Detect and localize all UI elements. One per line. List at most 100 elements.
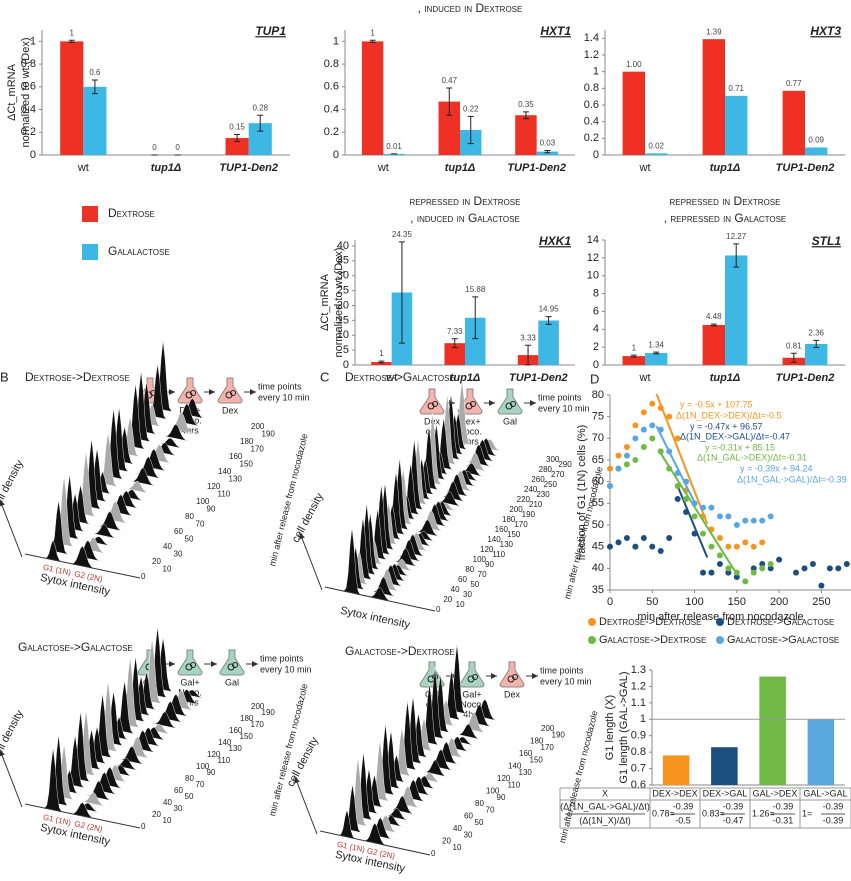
y-tick-label: 0.8 bbox=[631, 746, 646, 758]
time-tick-label: 50 bbox=[185, 792, 194, 801]
y-tick-label: 0 bbox=[333, 149, 339, 161]
time-tick-label: 50 bbox=[470, 580, 479, 589]
point bbox=[793, 569, 800, 576]
value-label: 7.33 bbox=[447, 327, 463, 336]
time-tick-label: 170 bbox=[541, 743, 555, 752]
time-tick-label: 100 bbox=[196, 762, 210, 771]
time-tick-label: 180 bbox=[502, 515, 516, 524]
note: every 10 min bbox=[538, 403, 590, 413]
step-label: Dex bbox=[504, 689, 521, 699]
time-tick-label: 110 bbox=[508, 780, 521, 789]
time-tick-label: 190 bbox=[262, 708, 276, 717]
point bbox=[725, 569, 732, 576]
legend-marker bbox=[716, 636, 724, 644]
time-tick-label: 140 bbox=[218, 738, 232, 747]
x-tick-label: 200 bbox=[770, 596, 788, 608]
note: every 10 min bbox=[540, 676, 592, 686]
time-tick-label: 160 bbox=[229, 726, 243, 735]
flask bbox=[419, 388, 445, 415]
fit-equation: y = -0.47x + 96.57 bbox=[690, 421, 763, 431]
step-label: Noco. bbox=[458, 426, 482, 436]
step-label: Dex bbox=[222, 405, 239, 415]
point bbox=[759, 517, 766, 524]
top-header: , induced in Dextrose bbox=[418, 1, 523, 15]
time-tick-label: 250 bbox=[544, 480, 558, 489]
bar bbox=[702, 39, 725, 155]
time-tick-label: 60 bbox=[458, 575, 467, 584]
time-tick-label: 200 bbox=[251, 702, 265, 711]
error-bar bbox=[234, 134, 241, 142]
time-tick-label: 20 bbox=[152, 557, 161, 566]
value-label: 1 bbox=[632, 343, 637, 352]
time-tick-label: 210 bbox=[529, 500, 543, 509]
legend-swatch bbox=[82, 244, 98, 260]
step-label: Gal+ bbox=[180, 677, 199, 687]
y-tick-label: 0.6 bbox=[584, 99, 599, 111]
point bbox=[700, 569, 707, 576]
point bbox=[776, 556, 783, 563]
time-tick-label: 200 bbox=[541, 724, 555, 733]
point bbox=[843, 561, 850, 567]
table-header: GAL->GAL bbox=[803, 788, 847, 798]
y-tick-label: 1.4 bbox=[584, 32, 599, 44]
time-tick-label: 110 bbox=[218, 756, 231, 765]
bar bbox=[538, 320, 559, 365]
value-label: 1.39 bbox=[706, 27, 722, 36]
x-tick-label: 50 bbox=[646, 596, 658, 608]
flask bbox=[217, 377, 243, 404]
point bbox=[657, 548, 664, 554]
bar bbox=[805, 147, 828, 155]
axis bbox=[324, 586, 436, 612]
table-header: DEX->GAL bbox=[703, 788, 748, 798]
point bbox=[716, 561, 723, 567]
time-tick-label: 50 bbox=[475, 818, 484, 827]
x-tick-label: tup1Δ bbox=[710, 372, 741, 384]
axis bbox=[294, 776, 318, 835]
time-tick-label: 90 bbox=[207, 505, 216, 514]
time-tick-label: 60 bbox=[174, 527, 183, 536]
time-tick-label: 150 bbox=[240, 460, 254, 469]
bar bbox=[225, 137, 249, 155]
y-tick-label: 35 bbox=[592, 584, 604, 596]
value-label: 0.47 bbox=[441, 76, 457, 85]
cell-numerator: -0.39 bbox=[773, 801, 794, 811]
axis bbox=[0, 749, 23, 808]
time-tick-label: 120 bbox=[497, 774, 511, 783]
time-tick-label: 30 bbox=[464, 830, 473, 839]
time-tick-label: 260 bbox=[531, 475, 545, 484]
fit-rate: Δ(1N_GAL->DEX)/Δt=-0.31 bbox=[697, 452, 807, 462]
note: time points bbox=[260, 653, 304, 663]
chart-subtitle: repressed in Dextrose bbox=[670, 194, 781, 208]
point bbox=[666, 413, 673, 420]
value-label: 0.35 bbox=[518, 100, 534, 109]
flask bbox=[497, 388, 523, 415]
x-tick-label: 250 bbox=[812, 596, 830, 608]
cell-numerator: -0.39 bbox=[673, 801, 694, 811]
time-tick-label: 200 bbox=[251, 422, 265, 431]
time-tick-label: 30 bbox=[463, 590, 472, 599]
value-label: 0.77 bbox=[786, 79, 802, 88]
row-label: (Δ(1N_X)/Δt) bbox=[579, 815, 631, 825]
point bbox=[623, 535, 630, 541]
point bbox=[809, 561, 816, 567]
error-bar bbox=[544, 149, 551, 154]
value-label: 0.01 bbox=[386, 142, 402, 151]
bar bbox=[515, 115, 537, 155]
y-tick-label: 20 bbox=[337, 299, 349, 311]
time-tick-label: 0 bbox=[141, 822, 146, 831]
cell bbox=[232, 662, 238, 668]
note: time points bbox=[538, 392, 582, 402]
cell-result: 0.83= bbox=[702, 808, 725, 818]
bar bbox=[361, 41, 384, 156]
value-label: 0.15 bbox=[229, 123, 245, 132]
bar bbox=[622, 71, 645, 155]
bar bbox=[645, 353, 668, 365]
time-tick-label: 40 bbox=[453, 824, 462, 833]
x-tick-label: 0 bbox=[607, 596, 613, 608]
time-tick-label: 140 bbox=[508, 762, 522, 771]
bar bbox=[248, 123, 272, 155]
value-label: 24.35 bbox=[392, 230, 413, 239]
time-tick-label: 180 bbox=[240, 714, 254, 723]
point bbox=[759, 565, 766, 572]
y-tick-label: 40 bbox=[337, 240, 349, 252]
